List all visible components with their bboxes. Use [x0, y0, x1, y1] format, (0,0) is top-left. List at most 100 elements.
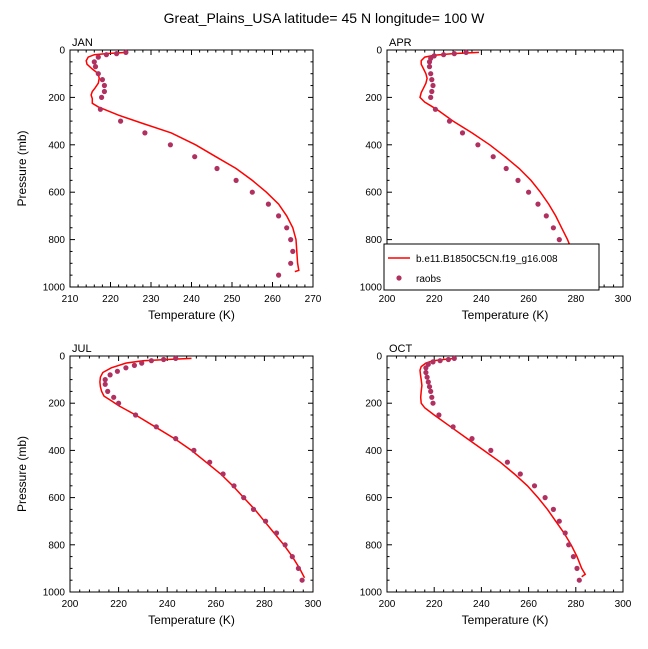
raobs-point — [423, 369, 429, 376]
panel-apr: 200 220 240 260 280 300 0 200 400 600 800 1000 APR Te… — [360, 37, 632, 322]
raobs-point — [99, 77, 105, 83]
legend-label-model: b.e11.B1850C5CN.f19_g16.008 — [416, 254, 558, 265]
x-tick-label: 280 — [567, 294, 584, 305]
raobs-point — [432, 106, 438, 112]
raobs-point — [123, 365, 129, 371]
y-tick-label: 400 — [48, 140, 65, 151]
raobs-point — [556, 518, 562, 524]
x-tick-label: 260 — [520, 599, 537, 610]
raobs-point — [451, 51, 457, 57]
x-tick-label: 210 — [62, 294, 79, 305]
raobs-point — [101, 82, 107, 89]
plot-frame — [386, 355, 624, 593]
raobs-point — [504, 459, 510, 465]
raobs-point — [542, 495, 548, 501]
raobs-point — [531, 483, 538, 489]
panel-jan: 210 220 230 240 250 260 270 0 200 400 600 800 1000 JA… — [15, 37, 322, 322]
y-tick-label: 200 — [48, 399, 65, 410]
y-tick-label: 0 — [59, 46, 65, 57]
x-axis-label: Temperature (K) — [462, 308, 549, 322]
raobs-point — [99, 94, 105, 100]
raobs-point — [97, 106, 103, 112]
raobs-point — [445, 356, 451, 363]
raobs-point — [566, 542, 572, 548]
raobs-point — [515, 177, 521, 183]
raobs-point — [167, 142, 173, 148]
raobs-point — [191, 447, 197, 453]
y-tick-label: 600 — [365, 493, 382, 504]
raobs-point — [556, 237, 562, 243]
raobs-point — [273, 530, 280, 536]
raobs-point — [282, 542, 288, 548]
x-tick-label: 220 — [426, 294, 443, 305]
raobs-point — [207, 459, 213, 465]
raobs-point — [488, 447, 494, 453]
raobs-point — [161, 356, 167, 363]
x-tick-label: 240 — [473, 599, 490, 610]
x-tick-label: 270 — [305, 294, 322, 305]
raobs-point — [295, 565, 301, 572]
model-profile-line — [419, 357, 587, 578]
x-tick-label: 220 — [426, 599, 443, 610]
raobs-point — [131, 362, 137, 368]
raobs-point — [103, 52, 109, 58]
raobs-point — [451, 355, 457, 361]
x-tick-label: 260 — [207, 599, 224, 610]
x-tick-label: 200 — [379, 599, 396, 610]
raobs-point — [192, 154, 198, 160]
raobs-point — [290, 248, 296, 254]
raobs-point — [550, 506, 557, 512]
raobs-point — [426, 64, 433, 70]
x-tick-label: 260 — [520, 294, 537, 305]
raobs-point — [535, 201, 541, 207]
x-tick-label: 240 — [473, 294, 490, 305]
raobs-point — [426, 59, 433, 65]
y-tick-label: 1000 — [43, 588, 66, 599]
raobs-point — [526, 189, 532, 195]
y-tick-label: 400 — [48, 446, 65, 457]
raobs-point — [450, 424, 456, 430]
raobs-point — [102, 381, 108, 387]
raobs-point — [153, 424, 159, 430]
raobs-point — [249, 189, 255, 195]
raobs-point — [148, 358, 154, 364]
raobs-point — [95, 71, 101, 77]
panel-oct: 200 220 240 260 280 300 0 200 400 600 800 1000 OCT Te… — [360, 343, 632, 627]
y-tick-label: 0 — [376, 46, 382, 57]
raobs-point — [459, 130, 466, 136]
raobs-point — [428, 94, 434, 100]
raobs-point — [263, 518, 269, 524]
raobs-point — [284, 225, 290, 231]
y-tick-label: 0 — [59, 352, 65, 363]
legend-marker-swatch — [396, 275, 402, 281]
y-tick-label: 800 — [48, 235, 65, 246]
panel-jul: 200 220 240 260 280 300 0 200 400 600 800 1000 JUL Te… — [15, 343, 322, 627]
figure-title: Great_Plains_USA latitude= 45 N longitud… — [164, 10, 485, 26]
y-tick-label: 200 — [365, 93, 382, 104]
raobs-point — [123, 49, 129, 56]
raobs-point — [503, 165, 509, 172]
raobs-point — [543, 213, 549, 219]
legend-label-obs: raobs — [416, 274, 441, 285]
y-tick-label: 1000 — [43, 283, 66, 294]
raobs-point — [107, 372, 113, 378]
y-tick-label: 600 — [365, 188, 382, 199]
y-axis-label: Pressure (mb) — [15, 436, 29, 512]
raobs-point — [114, 51, 120, 57]
raobs-point — [233, 177, 239, 183]
x-tick-label: 250 — [224, 294, 241, 305]
model-profile-line — [419, 51, 582, 272]
raobs-point — [250, 506, 257, 512]
raobs-point — [425, 379, 431, 385]
x-tick-label: 240 — [159, 599, 176, 610]
y-tick-label: 200 — [365, 399, 382, 410]
x-axis-label: Temperature (K) — [148, 308, 235, 322]
y-tick-label: 400 — [365, 446, 382, 457]
raobs-point — [550, 225, 557, 231]
y-tick-label: 600 — [48, 188, 65, 199]
x-tick-label: 280 — [256, 599, 273, 610]
y-tick-label: 800 — [365, 235, 382, 246]
